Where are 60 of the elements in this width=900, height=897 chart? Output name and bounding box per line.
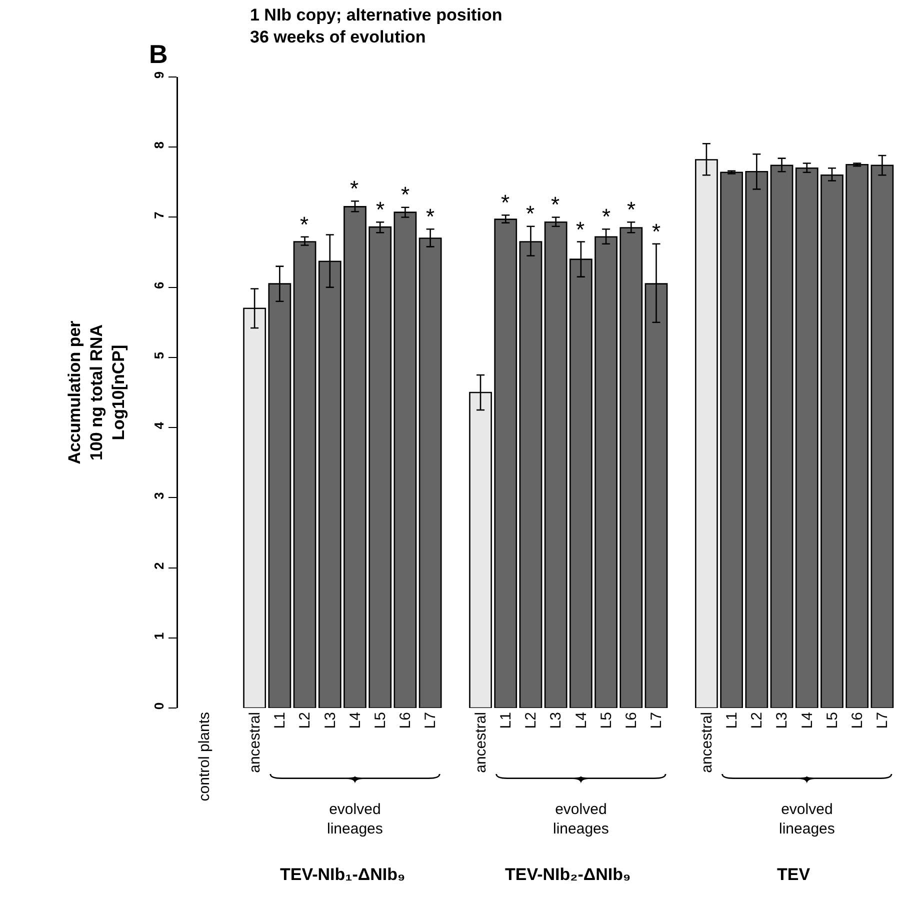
y-tick-label: 7 [152, 212, 166, 219]
x-tick-label: L4 [346, 712, 364, 729]
x-tick-label: L5 [598, 712, 615, 729]
x-tick-label: L7 [422, 712, 440, 729]
x-tick-label: L2 [522, 712, 540, 729]
y-tick-label: 4 [152, 421, 166, 430]
y-tick-label: 0 [152, 702, 166, 710]
x-tick-label: L1 [272, 712, 289, 729]
x-tick-label: L7 [874, 712, 892, 729]
text: TEV-NIb₁-ΔNIb₉ [280, 865, 406, 884]
bar [494, 218, 518, 708]
x-tick-label: control plants [196, 712, 214, 802]
data-label: * [627, 197, 636, 222]
y-tick-label: 6 [152, 282, 166, 289]
x-tick-label: L7 [648, 712, 666, 729]
data-label: * [526, 201, 535, 226]
chart-subtitle: 36 weeks of evolution [250, 28, 426, 46]
x-tick-label: L2 [296, 712, 314, 729]
x-tick-label: L4 [798, 712, 816, 729]
x-tick-label: L6 [623, 712, 640, 729]
x-tick-label: L6 [848, 712, 866, 729]
text: TEV [777, 865, 811, 884]
data-label: * [300, 212, 309, 237]
y-tick-label: 5 [152, 352, 166, 360]
y-tick-label: 9 [152, 71, 166, 79]
data-label: * [602, 204, 611, 229]
data-label: * [576, 217, 585, 242]
x-tick-label: L3 [548, 712, 565, 729]
data-label: * [401, 182, 410, 207]
text: evolved lineages [327, 801, 383, 838]
bar [846, 164, 869, 708]
x-tick-label: L4 [572, 712, 590, 729]
data-label: * [426, 204, 435, 229]
data-label: * [501, 190, 510, 215]
data-label: * [376, 197, 385, 222]
text: TEV-NIb₂-ΔNIb₉ [505, 865, 631, 884]
y-tick-label: 2 [152, 562, 166, 570]
bar [720, 172, 744, 708]
x-tick-label: L3 [322, 712, 339, 729]
y-tick-label: 1 [152, 632, 166, 640]
x-tick-label: L3 [774, 712, 791, 729]
y-tick-label: 3 [152, 492, 166, 500]
x-tick-label: L1 [497, 712, 514, 729]
x-tick-label: L6 [397, 712, 414, 729]
chart-title: 1 NIb copy; alternative position [250, 5, 502, 24]
data-label: * [551, 192, 560, 217]
y-tick-label: 8 [152, 142, 166, 149]
text: evolved lineages [779, 801, 835, 838]
x-tick-label: ancestral [472, 712, 490, 773]
text: B [149, 39, 168, 69]
data-label: * [350, 176, 359, 201]
y-axis-title: Accumulation per 100 ng total RNA Log10[nCP] [65, 320, 128, 464]
x-tick-label: L2 [748, 712, 766, 729]
x-tick-label: L5 [372, 712, 389, 729]
text: evolved lineages [553, 801, 609, 838]
x-tick-label: L1 [723, 712, 740, 729]
data-label: * [652, 219, 661, 244]
x-tick-label: ancestral [246, 712, 264, 773]
x-tick-label: L5 [824, 712, 841, 729]
x-tick-label: ancestral [698, 712, 716, 773]
